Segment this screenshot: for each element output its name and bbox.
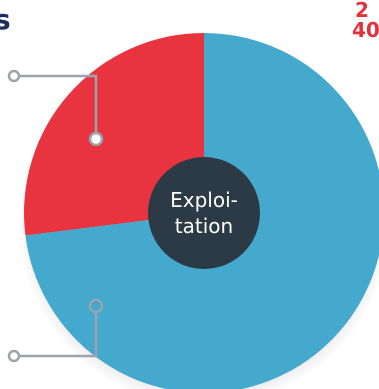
center-hub	[148, 157, 260, 269]
callout-line-bottom	[14, 312, 98, 358]
callout-dot-top-outer	[7, 69, 21, 83]
callout-dot-bottom-outer	[7, 349, 21, 363]
pie-slice-2	[25, 33, 379, 389]
cropped-value-fragment-bottom: 40	[352, 18, 379, 42]
cropped-value-fragment-top: 2	[355, 0, 369, 22]
callout-dot-bottom-inner	[88, 298, 104, 314]
callout-dot-top-fill	[90, 133, 102, 145]
cropped-title-fragment: s	[0, 3, 11, 36]
callout-dot-top-inner	[88, 131, 104, 147]
callout-line-top	[14, 74, 98, 136]
